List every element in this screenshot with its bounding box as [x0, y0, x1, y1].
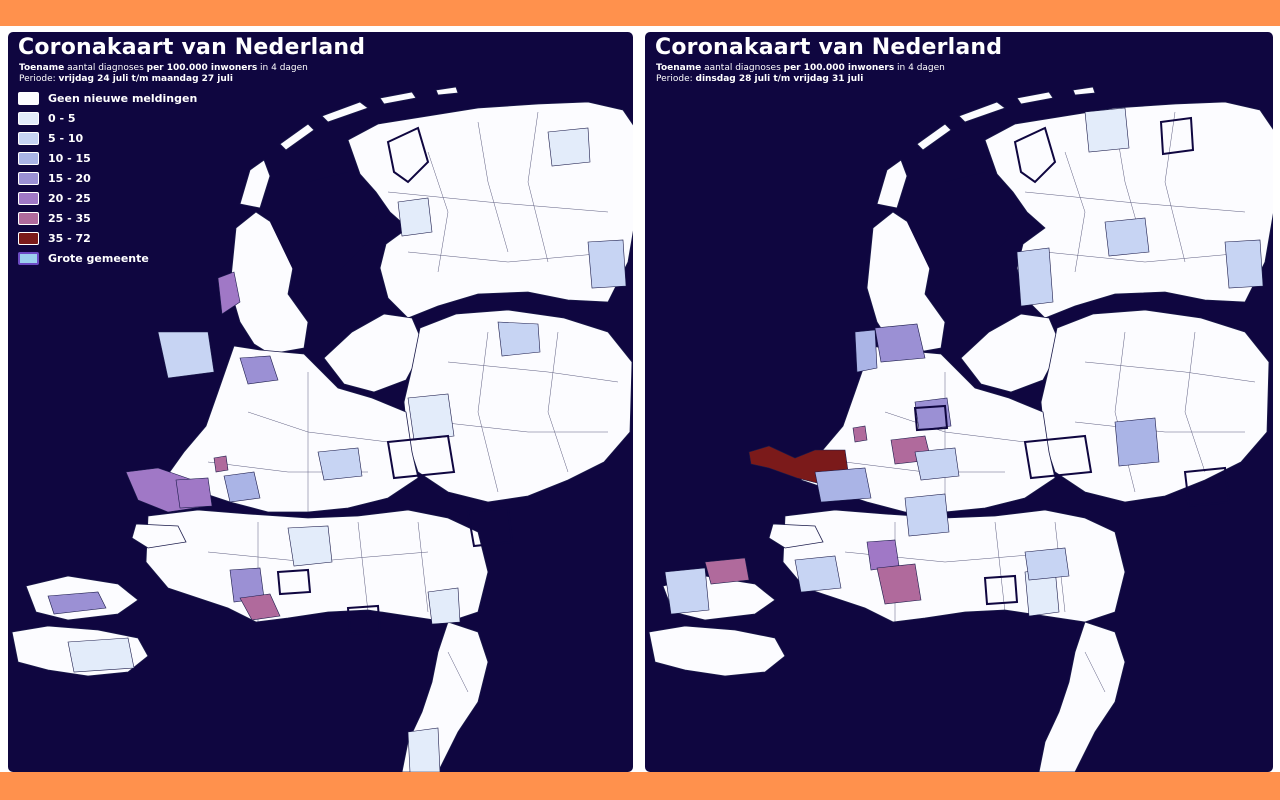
region-limburg — [1038, 621, 1126, 772]
legend-swatch — [18, 111, 39, 125]
netherlands-map-right — [648, 86, 1273, 772]
island-vlieland — [279, 123, 315, 151]
map-title: Coronakaart van Nederland — [655, 35, 1003, 60]
area-blue-2 — [1114, 417, 1160, 467]
big-municipality-outline-5 — [913, 404, 949, 432]
legend-swatch — [18, 151, 39, 165]
region-zeeland-1 — [131, 523, 187, 549]
legend-swatch — [18, 251, 39, 265]
map-subtitle: Toename aantal diagnoses per 100.000 inw… — [656, 63, 945, 73]
island-terschelling — [958, 101, 1006, 123]
map-panel-right: Coronakaart van Nederland Toename aantal… — [645, 32, 1273, 772]
area-blue-11 — [1024, 547, 1070, 581]
big-municipality-outline-5 — [276, 568, 312, 596]
area-blue-3 — [587, 239, 627, 289]
area-highlight-6 — [223, 471, 261, 503]
area-blue-1 — [157, 331, 215, 379]
island-texel — [239, 159, 271, 209]
area-blue-9 — [794, 555, 842, 593]
legend-item-10-15: 10 - 15 — [18, 148, 197, 168]
area-blue-7 — [287, 525, 333, 567]
area-blue-5 — [1104, 217, 1150, 257]
legend-swatch — [18, 131, 39, 145]
legend-item-25-35: 25 - 35 — [18, 208, 197, 228]
map-legend: Geen nieuwe meldingen 0 - 5 5 - 10 10 - … — [18, 88, 197, 268]
big-municipality-outline-1 — [1013, 126, 1057, 184]
legend-swatch — [18, 171, 39, 185]
big-municipality-outline-1 — [386, 126, 430, 184]
region-noord — [984, 101, 1273, 319]
map-period: Periode: dinsdag 28 juli t/m vrijdag 31 … — [656, 74, 864, 84]
area-blue-8 — [67, 637, 135, 673]
big-municipality-outline-4 — [346, 604, 382, 636]
big-municipality-outline-2 — [1023, 434, 1093, 480]
big-municipality-outline-4 — [983, 574, 1019, 606]
bottom-frame-stripe — [0, 772, 1280, 800]
map-title: Coronakaart van Nederland — [18, 35, 366, 60]
legend-swatch — [18, 231, 39, 245]
legend-item-big-municipality: Grote gemeente — [18, 248, 197, 268]
region-zeeland-1 — [768, 523, 824, 549]
map-period: Periode: vrijdag 24 juli t/m maandag 27 … — [19, 74, 233, 84]
big-municipality-outline-3 — [466, 506, 514, 548]
island-schiermonnikoog — [1072, 86, 1096, 96]
region-noord — [347, 101, 633, 319]
area-blue-6 — [407, 393, 455, 441]
area-blue-10 — [427, 587, 461, 625]
area-blue-1 — [814, 467, 872, 503]
island-schiermonnikoog — [435, 86, 459, 96]
ijsselmeer-water — [907, 172, 1017, 312]
area-highlight-1 — [874, 323, 926, 363]
big-municipality-outline-3 — [1159, 116, 1195, 156]
area-blue-5 — [547, 127, 591, 167]
legend-item-15-20: 15 - 20 — [18, 168, 197, 188]
area-highlight-5 — [852, 425, 868, 443]
area-highlight-2 — [854, 329, 878, 373]
area-blue-6 — [1084, 107, 1130, 153]
island-ameland — [1016, 91, 1054, 105]
netherlands-map-left — [11, 86, 633, 772]
area-highlight-4 — [175, 477, 213, 509]
area-blue-3 — [1224, 239, 1264, 289]
area-highlight-7 — [876, 563, 922, 605]
map-panel-left: Coronakaart van Nederland Toename aantal… — [8, 32, 633, 772]
area-highlight-6 — [866, 539, 900, 571]
big-municipality-outline-2 — [386, 434, 456, 480]
legend-item-20-25: 20 - 25 — [18, 188, 197, 208]
island-terschelling — [321, 101, 369, 123]
area-blue-12 — [914, 447, 960, 481]
area-blue-8 — [664, 567, 710, 615]
area-blue-4 — [1016, 247, 1054, 307]
area-blue-9 — [317, 447, 363, 481]
legend-item-35-72: 35 - 72 — [18, 228, 197, 248]
area-blue-7 — [904, 493, 950, 537]
area-highlight-5 — [213, 455, 229, 473]
area-highlight-2 — [239, 355, 279, 385]
top-frame-stripe — [0, 0, 1280, 26]
legend-item-5-10: 5 - 10 — [18, 128, 197, 148]
legend-item-none: Geen nieuwe meldingen — [18, 88, 197, 108]
legend-item-0-5: 0 - 5 — [18, 108, 197, 128]
legend-swatch — [18, 91, 39, 105]
area-blue-4 — [397, 197, 433, 237]
legend-swatch — [18, 191, 39, 205]
area-highlight-9 — [47, 591, 107, 615]
island-ameland — [379, 91, 417, 105]
legend-swatch — [18, 211, 39, 225]
area-highlight-8 — [239, 593, 281, 621]
ijsselmeer-water — [270, 172, 380, 312]
island-texel — [876, 159, 908, 209]
island-vlieland — [916, 123, 952, 151]
area-highlight-8 — [704, 557, 750, 585]
map-subtitle: Toename aantal diagnoses per 100.000 inw… — [19, 63, 308, 73]
region-zeeland-3 — [648, 625, 786, 677]
area-highlight-1 — [217, 271, 241, 315]
area-blue-2 — [497, 321, 541, 357]
big-municipality-outline-6 — [1183, 466, 1231, 508]
area-blue-11 — [407, 727, 441, 772]
